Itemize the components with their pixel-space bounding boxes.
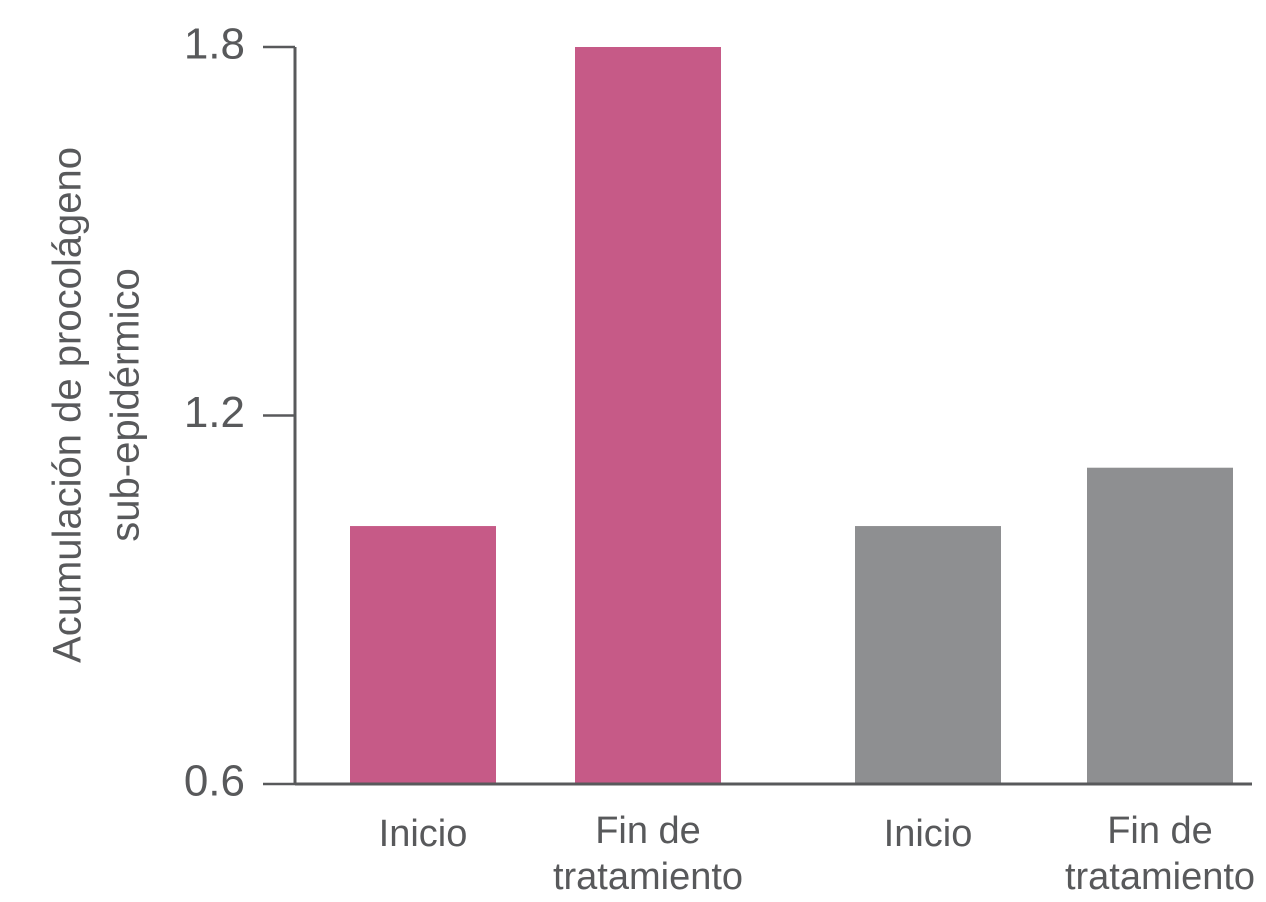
bar-4 bbox=[1087, 467, 1233, 783]
bar-3 bbox=[855, 526, 1001, 783]
y-tick-label: 1.8 bbox=[184, 20, 245, 69]
y-axis-title-line-2: sub-epidérmico bbox=[104, 268, 148, 541]
y-tick-label: 0.6 bbox=[184, 757, 245, 806]
x-category-label: Fin de tratamiento bbox=[553, 810, 743, 897]
x-category-label-line: Fin de bbox=[595, 810, 701, 852]
bars-group bbox=[350, 47, 1233, 783]
x-category-label-line: tratamiento bbox=[1065, 856, 1255, 897]
x-category-label: Inicio bbox=[884, 813, 973, 855]
x-category-label-line: Fin de bbox=[1107, 810, 1213, 852]
y-tick-label: 1.2 bbox=[184, 388, 245, 437]
bar-2 bbox=[575, 47, 721, 783]
y-axis: 0.6 1.2 1.8 bbox=[184, 20, 297, 806]
x-category-label-line: tratamiento bbox=[553, 856, 743, 897]
bar-1 bbox=[350, 526, 496, 783]
x-category-label: Inicio bbox=[379, 813, 468, 855]
x-category-label: Fin de tratamiento bbox=[1065, 810, 1255, 897]
y-axis-title-line-1: Acumulación de procolágeno bbox=[46, 147, 90, 663]
y-axis-title: Acumulación de procolágeno sub-epidérmico bbox=[46, 147, 148, 663]
